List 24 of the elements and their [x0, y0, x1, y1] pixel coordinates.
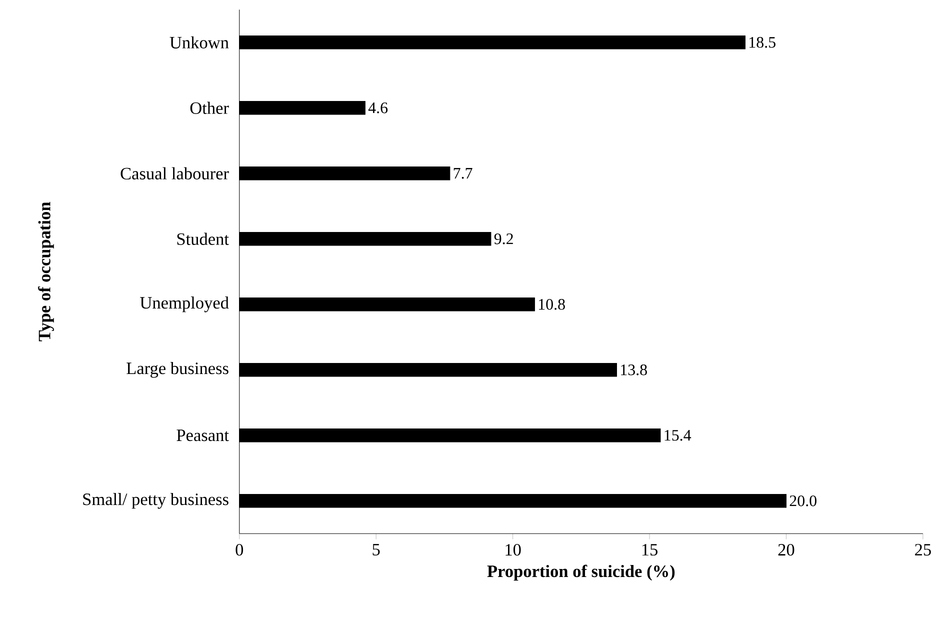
- x-tick-label: 10: [506, 544, 521, 556]
- data-label: 9.2: [494, 233, 513, 244]
- x-tick-label: 20: [778, 544, 794, 556]
- y-tick-label: Other: [190, 102, 229, 114]
- y-tick-label: Large business: [126, 362, 228, 378]
- data-label: 4.6: [368, 102, 388, 114]
- data-label: 7.7: [454, 168, 472, 179]
- data-label: 10.8: [538, 298, 565, 310]
- data-label: 15.4: [664, 430, 692, 441]
- y-tick-label: Peasant: [176, 429, 229, 441]
- x-tick-label: 0: [236, 544, 244, 556]
- y-tick-label: Unkown: [170, 36, 229, 48]
- data-label: 13.8: [621, 364, 647, 376]
- y-tick-label: Unemployed: [140, 296, 229, 312]
- x-axis-title: Proportion of suicide (%): [487, 564, 675, 580]
- y-tick-label: Student: [177, 232, 229, 245]
- y-axis-title: Type of occupation: [38, 202, 54, 342]
- x-tick-label: 5: [372, 544, 380, 556]
- x-tick-label: 15: [642, 544, 658, 556]
- y-tick-label: Small/ petty business: [83, 492, 228, 509]
- data-label: 18.5: [750, 36, 776, 48]
- data-label: 20.0: [790, 495, 816, 506]
- x-tick-label: 25: [915, 544, 931, 556]
- y-tick-label: Casual labourer: [120, 167, 229, 180]
